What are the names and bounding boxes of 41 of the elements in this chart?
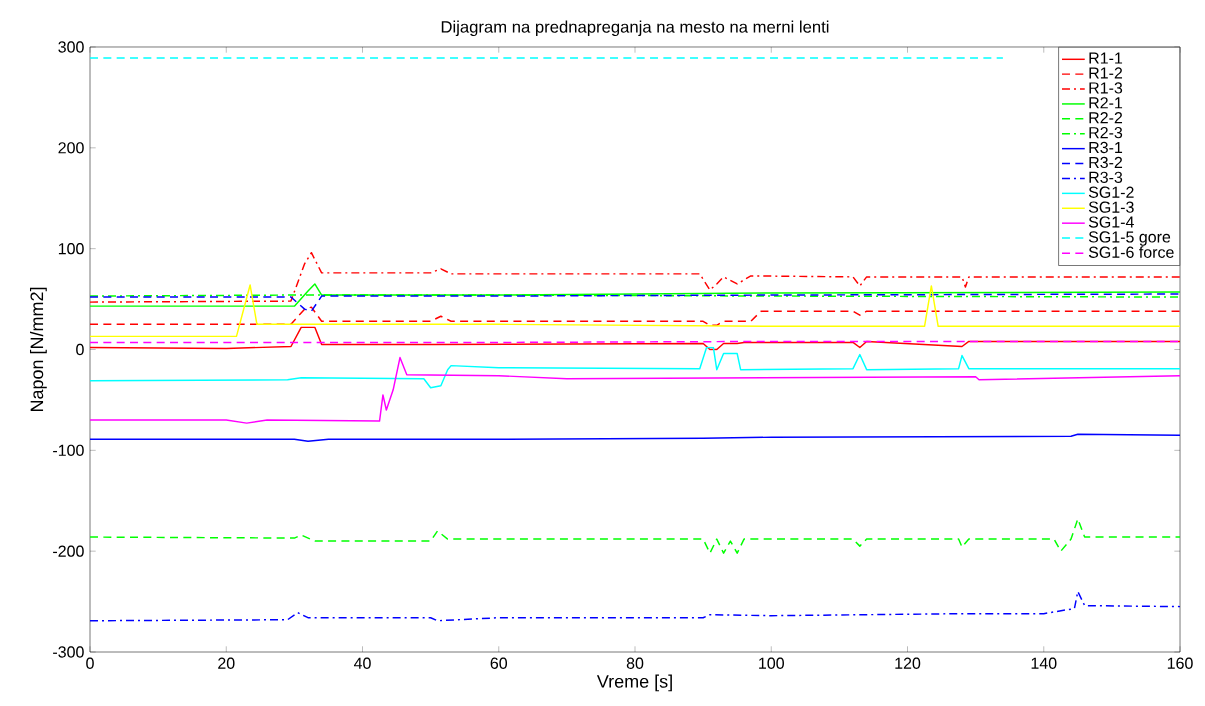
y-tick-label: -200 bbox=[53, 545, 84, 557]
y-tick-label: 300 bbox=[58, 41, 84, 53]
legend-label: R3-2 bbox=[1089, 156, 1123, 169]
y-tick-label: 100 bbox=[58, 243, 84, 255]
line-series bbox=[90, 326, 1181, 351]
line-series bbox=[90, 306, 1181, 327]
legend-label: SG1-6 force bbox=[1088, 246, 1174, 258]
y-tick-label: 0 bbox=[76, 343, 84, 356]
legend-label: SG1-4 bbox=[1088, 216, 1134, 228]
line-series bbox=[90, 283, 1181, 307]
x-tick-label: 120 bbox=[895, 657, 921, 669]
x-tick-label: 100 bbox=[759, 657, 784, 669]
legend-label: SG1-5 gore bbox=[1088, 231, 1171, 246]
legend-label: SG1-2 bbox=[1088, 186, 1134, 198]
y-tick-label: 200 bbox=[58, 142, 84, 154]
legend-label: R1-2 bbox=[1089, 67, 1123, 79]
legend-label: R3-3 bbox=[1089, 171, 1123, 183]
x-axis-title: Vreme [s] bbox=[596, 674, 672, 692]
line-series bbox=[90, 293, 1181, 312]
line-series bbox=[90, 590, 1181, 622]
legend-label: SG1-3 bbox=[1088, 201, 1134, 213]
x-tick-label: 140 bbox=[1031, 657, 1057, 669]
x-tick-label: 80 bbox=[626, 657, 644, 669]
legend-label: R3-1 bbox=[1089, 141, 1123, 154]
chart-title: Dijagram na prednapreganja na mesto na merni lenti bbox=[441, 20, 829, 37]
y-axis-title: Napon [N/mm2] bbox=[30, 287, 47, 412]
legend-label: R2-2 bbox=[1089, 112, 1123, 124]
legend-label: R1-3 bbox=[1089, 82, 1123, 94]
line-series bbox=[90, 284, 1181, 338]
x-tick-label: 160 bbox=[1167, 657, 1193, 669]
x-tick-label: 40 bbox=[353, 657, 371, 669]
y-tick-label: -100 bbox=[53, 444, 84, 456]
legend-label: R2-3 bbox=[1089, 126, 1123, 139]
y-tick-label: -300 bbox=[53, 646, 84, 658]
x-tick-label: 60 bbox=[490, 657, 508, 669]
line-series bbox=[90, 433, 1181, 442]
legend-label: R2-1 bbox=[1089, 97, 1123, 109]
line-series bbox=[90, 346, 1181, 389]
x-tick-label: 20 bbox=[218, 657, 235, 669]
x-tick-label: 0 bbox=[86, 657, 94, 669]
legend-label: R1-1 bbox=[1089, 52, 1123, 64]
